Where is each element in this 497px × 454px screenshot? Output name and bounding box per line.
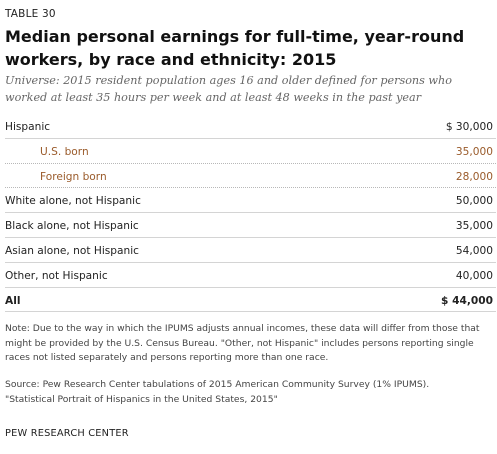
table-row-other: Other, not Hispanic 40,000 — [5, 263, 496, 288]
table-source: Source: Pew Research Center tabulations … — [5, 378, 497, 407]
row-value: 54,000 — [455, 244, 493, 257]
row-value: 35,000 — [455, 145, 493, 158]
table-card: TABLE 30 Median personal earnings for fu… — [5, 0, 496, 454]
row-label: All — [5, 294, 21, 307]
table-row-us-born: U.S. born 35,000 — [5, 139, 496, 164]
row-value: $ 30,000 — [445, 121, 493, 133]
earnings-table: Hispanic $ 30,000 U.S. born 35,000 Forei… — [5, 114, 496, 313]
row-label: U.S. born — [40, 145, 89, 158]
source-report-title: "Statistical Portrait of Hispanics in th… — [5, 393, 278, 405]
row-label: Other, not Hispanic — [5, 269, 108, 282]
page-title: Median personal earnings for full-time, … — [5, 27, 465, 69]
organization-credit: PEW RESEARCH CENTER — [5, 428, 129, 439]
table-row-hispanic: Hispanic $ 30,000 — [5, 114, 496, 139]
row-value: 40,000 — [455, 269, 493, 282]
row-label: Black alone, not Hispanic — [5, 220, 139, 233]
row-label: Asian alone, not Hispanic — [5, 244, 140, 257]
table-row-white: White alone, not Hispanic 50,000 — [5, 188, 496, 214]
row-value: 28,000 — [455, 170, 493, 183]
row-label: Foreign born — [40, 170, 107, 183]
table-row-all: All $ 44,000 — [5, 288, 496, 313]
note-text: Note: Due to the way in which the IPUMS … — [5, 323, 480, 364]
source-text: Source: Pew Research Center tabulations … — [5, 379, 430, 390]
table-row-asian: Asian alone, not Hispanic 54,000 — [5, 238, 496, 263]
row-value: 50,000 — [455, 195, 493, 208]
table-number: TABLE 30 — [5, 8, 56, 20]
table-note: Note: Due to the way in which the IPUMS … — [5, 322, 497, 371]
row-value: 35,000 — [455, 220, 493, 233]
table-row-black: Black alone, not Hispanic 35,000 — [5, 213, 496, 238]
row-label: White alone, not Hispanic — [5, 195, 141, 208]
universe-subtitle: Universe: 2015 resident population ages … — [5, 74, 452, 104]
table-row-foreign-born: Foreign born 28,000 — [5, 164, 496, 189]
row-value: $ 44,000 — [441, 294, 493, 307]
row-label: Hispanic — [5, 121, 51, 133]
